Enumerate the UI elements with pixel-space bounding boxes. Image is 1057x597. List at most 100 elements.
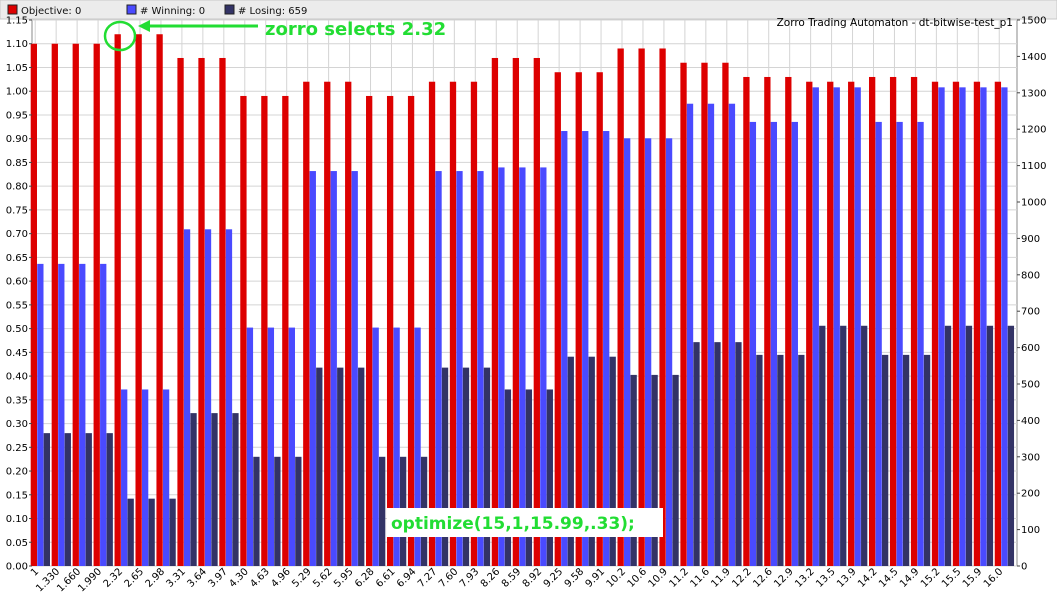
bar-objective [366, 95, 373, 567]
bar-objective [219, 57, 226, 567]
x-axis-tick-label: 15.2 [919, 566, 943, 590]
x-axis-tick-label: 1.990 [76, 566, 104, 594]
bar-winning [980, 87, 987, 566]
right-axis-tick-label: 900 [1021, 234, 1040, 245]
x-axis-tick-label: 7.27 [416, 566, 440, 590]
bar-losing [840, 325, 847, 566]
bar-winning [121, 389, 128, 566]
x-axis-tick-label: 8.92 [521, 566, 545, 590]
bar-winning [183, 229, 191, 567]
bar-losing [714, 342, 721, 566]
bar-objective [764, 76, 771, 567]
x-axis-tick-label: 2.32 [102, 566, 126, 590]
bar-winning [162, 389, 170, 566]
left-axis-tick-label: 1.10 [6, 39, 28, 50]
left-axis-tick-label: 0.80 [6, 182, 28, 193]
bar-winning [561, 131, 568, 566]
bar-objective [827, 81, 834, 566]
bar-winning [246, 327, 254, 566]
bar-winning [540, 167, 547, 567]
bar-losing [693, 342, 700, 566]
x-axis-tick-label: 13.2 [793, 566, 817, 590]
bar-objective [428, 81, 436, 566]
bar-objective [889, 76, 897, 567]
bar-losing [169, 498, 176, 566]
bar-losing [316, 367, 323, 566]
bar-objective [596, 72, 603, 567]
x-axis-tick-label: 5.95 [332, 566, 356, 590]
bar-objective [868, 76, 876, 567]
bar-winning [288, 327, 295, 566]
bar-losing [337, 367, 344, 566]
bar-winning [582, 131, 589, 566]
bar-winning [749, 121, 757, 567]
optimize-annotation: optimize(15,1,15.99,.33); [387, 508, 663, 537]
right-axis-tick-label: 700 [1021, 307, 1040, 318]
bar-objective [449, 81, 457, 566]
bar-objective [931, 81, 939, 566]
bar-objective [30, 43, 37, 566]
bar-objective [324, 81, 331, 566]
bar-objective [512, 57, 520, 567]
bar-objective [240, 95, 247, 567]
bar-winning [791, 121, 798, 567]
bar-losing [546, 389, 553, 566]
legend-swatch-winning [126, 4, 137, 15]
x-axis-tick-label: 12.2 [730, 566, 754, 590]
bar-losing [609, 356, 616, 566]
bar-winning [351, 171, 358, 566]
bar-objective [617, 48, 624, 567]
left-axis-tick-label: 0.90 [6, 134, 28, 145]
bar-objective [177, 57, 184, 567]
chart-title: Zorro Trading Automaton - dt-bitwise-tes… [777, 17, 1013, 29]
left-axis-tick-label: 0.45 [6, 348, 28, 359]
bar-losing [798, 354, 805, 566]
bar-winning [644, 138, 652, 567]
bar-winning [225, 229, 233, 567]
left-axis-tick-label: 0.35 [6, 395, 28, 406]
x-axis-tick-label: 9.58 [563, 566, 587, 590]
bar-winning [833, 87, 840, 566]
x-axis-tick-label: 13.5 [814, 566, 838, 590]
bar-objective [994, 81, 1002, 566]
x-axis-tick-label: 5.29 [290, 566, 314, 590]
bar-objective [282, 95, 289, 567]
legend-label-winning: # Winning: 0 [140, 6, 205, 17]
bar-objective [554, 72, 561, 567]
bar-objective [114, 34, 121, 567]
bar-objective [848, 81, 855, 566]
x-axis-tick-label: 6.28 [353, 566, 377, 590]
bar-objective [638, 48, 645, 567]
bar-winning [686, 103, 694, 566]
optimize-label-box [387, 508, 663, 537]
right-axis-tick-label: 1000 [1021, 198, 1046, 209]
bar-losing [861, 325, 868, 566]
bar-losing [148, 498, 155, 566]
x-axis-tick-label: 14.5 [877, 566, 901, 590]
left-axis-tick-label: 0.55 [6, 300, 28, 311]
right-axis-tick-label: 1200 [1021, 125, 1046, 136]
bar-winning [707, 103, 715, 566]
bar-winning [372, 327, 379, 566]
x-axis-tick-label: 4.96 [269, 566, 293, 590]
bar-losing [588, 356, 595, 566]
bar-objective [135, 34, 142, 567]
x-axis-tick-label: 8.26 [479, 566, 503, 590]
x-axis-tick-label: 14.9 [898, 566, 922, 590]
selection-annotation: zorro selects 2.32 [103, 19, 446, 52]
bar-losing [986, 325, 994, 566]
bar-objective [345, 81, 352, 566]
x-axis-tick-label: 1 [29, 566, 41, 578]
bar-winning [267, 327, 275, 566]
bar-objective [72, 43, 79, 566]
bar-objective [743, 76, 750, 567]
bar-objective [680, 62, 687, 566]
legend-swatch-losing [224, 4, 235, 15]
bar-winning [393, 327, 400, 566]
x-axis-tick-label: 5.62 [311, 566, 335, 590]
x-axis-tick-label: 2.98 [144, 566, 168, 590]
bar-objective [491, 57, 499, 567]
legend-bar [0, 0, 1057, 20]
bar-losing [253, 456, 260, 566]
bar-objective [973, 81, 981, 566]
